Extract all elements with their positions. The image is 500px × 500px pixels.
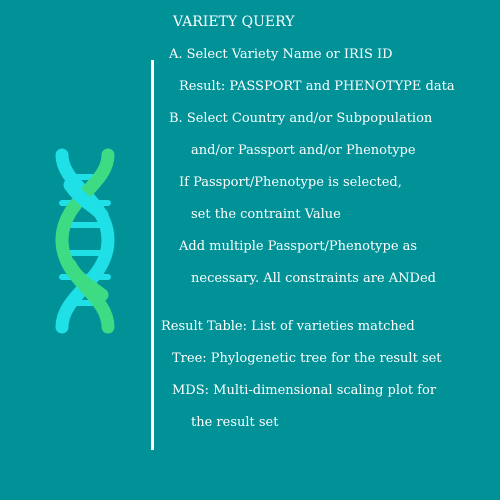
text-line: set the contraint Value bbox=[191, 207, 341, 222]
text-line: Tree: Phylogenetic tree for the result s… bbox=[172, 351, 442, 366]
text-line: necessary. All constraints are ANDed bbox=[191, 271, 436, 286]
text-line: B. Select Country and/or Subpopulation bbox=[169, 111, 433, 126]
text-line: If Passport/Phenotype is selected, bbox=[179, 175, 402, 190]
text-line: Add multiple Passport/Phenotype as bbox=[179, 239, 418, 254]
text-line: and/or Passport and/or Phenotype bbox=[191, 143, 416, 158]
text-line: Result Table: List of varieties matched bbox=[161, 319, 415, 334]
vertical-divider bbox=[151, 60, 154, 450]
page-title: VARIETY QUERY bbox=[173, 14, 295, 30]
dna-helix-icon bbox=[55, 148, 115, 334]
text-line: MDS: Multi-dimensional scaling plot for bbox=[172, 383, 437, 398]
text-line: Result: PASSPORT and PHENOTYPE data bbox=[179, 79, 455, 94]
text-line: the result set bbox=[191, 415, 279, 430]
text-line: A. Select Variety Name or IRIS ID bbox=[169, 47, 393, 62]
